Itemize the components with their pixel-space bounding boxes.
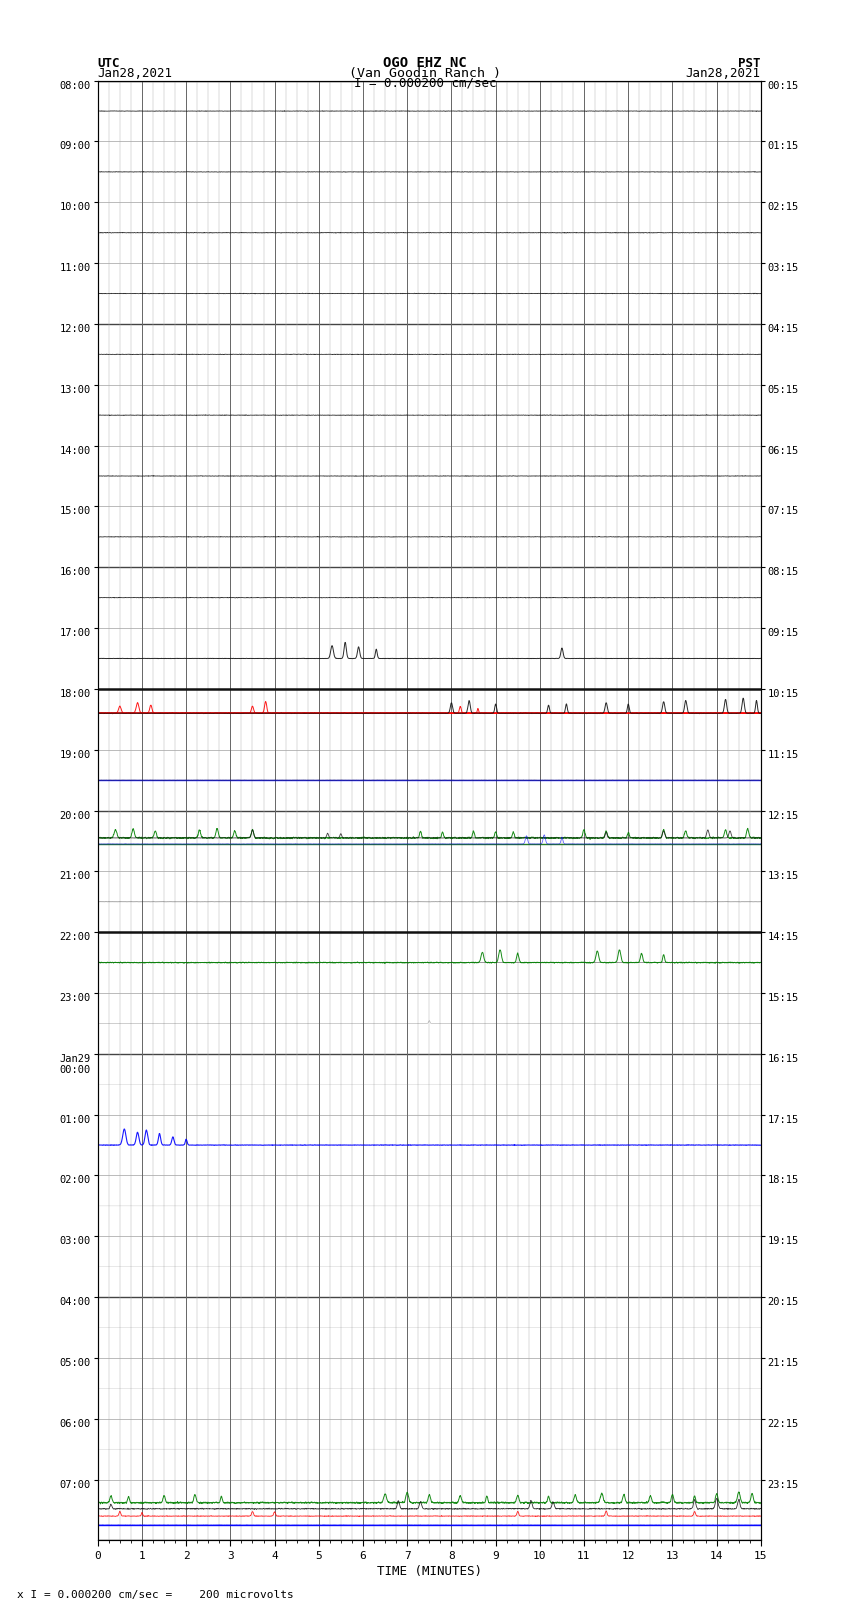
Text: Jan28,2021: Jan28,2021 [686,66,761,79]
Text: Jan28,2021: Jan28,2021 [98,66,173,79]
Text: UTC: UTC [98,56,120,71]
Text: OGO EHZ NC: OGO EHZ NC [383,56,467,71]
Text: x I = 0.000200 cm/sec =    200 microvolts: x I = 0.000200 cm/sec = 200 microvolts [17,1590,294,1600]
Text: I = 0.000200 cm/sec: I = 0.000200 cm/sec [354,76,496,90]
X-axis label: TIME (MINUTES): TIME (MINUTES) [377,1565,482,1578]
Text: PST: PST [739,56,761,71]
Text: (Van Goodin Ranch ): (Van Goodin Ranch ) [349,66,501,79]
